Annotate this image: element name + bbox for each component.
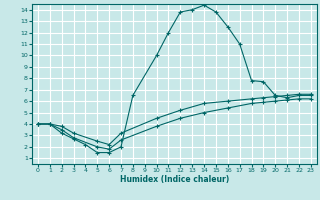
X-axis label: Humidex (Indice chaleur): Humidex (Indice chaleur) [120, 175, 229, 184]
